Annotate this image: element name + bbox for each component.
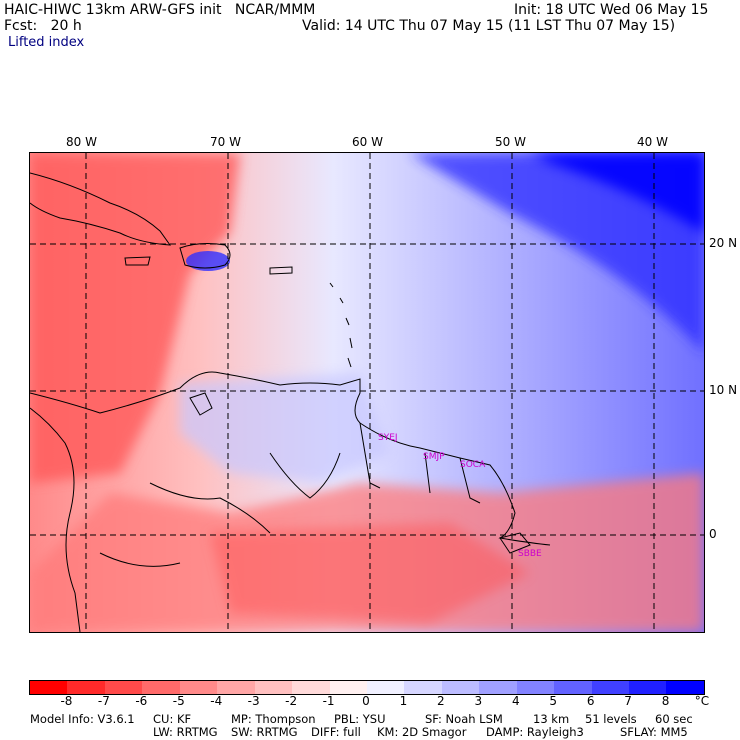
colorbar-swatch	[554, 681, 592, 694]
colorbar-swatch	[441, 681, 480, 694]
colorbar-tick-label: 8	[661, 694, 670, 708]
footer-sflay: SFLAY: MM5	[620, 725, 688, 739]
station-soca: SOCA	[460, 460, 486, 470]
stable-patch-hispaniola	[186, 251, 230, 271]
colorbar-swatch	[142, 681, 180, 694]
lat-label-0: 0	[709, 527, 717, 541]
colorbar-swatch	[629, 681, 667, 694]
colorbar-tick-label: 2	[437, 694, 445, 708]
lon-label-80w: 80 W	[66, 135, 97, 149]
footer-mp: MP: Thompson	[231, 712, 316, 726]
lon-label-40w: 40 W	[637, 135, 668, 149]
colorbar	[29, 680, 705, 695]
colorbar-swatch	[516, 681, 555, 694]
colorbar-swatch	[217, 681, 255, 694]
colorbar-swatch	[404, 681, 442, 694]
footer-sw: SW: RRTMG	[231, 725, 298, 739]
valid-time: Valid: 14 UTC Thu 07 May 15 (11 LST Thu …	[302, 18, 676, 34]
lat-label-10n: 10 N	[709, 383, 738, 397]
footer-pbl: PBL: YSU	[334, 712, 386, 726]
colorbar-tick-label: 0	[362, 694, 370, 708]
colorbar-swatch	[67, 681, 105, 694]
footer-resolution: 13 km	[533, 712, 570, 726]
colorbar-swatch	[254, 681, 293, 694]
colorbar-swatch	[30, 681, 68, 694]
colorbar-swatch	[104, 681, 143, 694]
field-name: Lifted index	[8, 35, 85, 50]
footer-damp: DAMP: Rayleigh3	[486, 725, 584, 739]
colorbar-swatch	[179, 681, 218, 694]
colorbar-swatch	[329, 681, 367, 694]
colorbar-tick-label: 7	[624, 694, 632, 708]
colorbar-tick-label: 1	[399, 694, 408, 708]
lon-label-50w: 50 W	[495, 135, 526, 149]
lon-label-60w: 60 W	[352, 135, 383, 149]
station-sbbe: SBBE	[518, 549, 542, 559]
footer-km: KM: 2D Smagor	[377, 725, 467, 739]
colorbar-swatch	[292, 681, 330, 694]
title-text: HAIC-HIWC 13km ARW-GFS init NCAR/MMM	[4, 2, 316, 18]
colorbar-tick-label: -5	[172, 694, 185, 708]
colorbar-tick-label: 6	[586, 694, 595, 708]
colorbar-tick-label: -1	[322, 694, 335, 708]
map-panel: SYEJ SMJP SOCA SBBE	[29, 152, 705, 633]
colorbar-tick-label: -2	[285, 694, 298, 708]
colorbar-tick-label: -3	[247, 694, 260, 708]
coastlines	[30, 172, 551, 632]
station-syej: SYEJ	[378, 433, 398, 443]
stable-tongue-venezuela	[180, 373, 390, 483]
lifted-index-map	[30, 153, 704, 632]
footer-sf: SF: Noah LSM	[425, 712, 503, 726]
footer-cu: CU: KF	[153, 712, 192, 726]
colorbar-tick-label: 4	[511, 694, 520, 708]
graticule	[30, 153, 704, 632]
colorbar-swatch	[366, 681, 405, 694]
footer-levels: 51 levels	[585, 712, 637, 726]
colorbar-unit: °C	[694, 694, 710, 708]
colorbar-tick-label: -7	[97, 694, 110, 708]
footer-model-info: Model Info: V3.6.1	[30, 712, 135, 726]
colorbar-tick-label: -6	[135, 694, 148, 708]
colorbar-swatch	[666, 681, 704, 694]
footer-diff: DIFF: full	[311, 725, 361, 739]
footer-lw: LW: RRTMG	[153, 725, 218, 739]
colorbar-tick-label: -4	[210, 694, 223, 708]
lon-label-70w: 70 W	[210, 135, 241, 149]
colorbar-swatch	[591, 681, 629, 694]
footer-timestep: 60 sec	[655, 712, 693, 726]
colorbar-tick-label: 3	[474, 694, 483, 708]
colorbar-tick-label: -8	[60, 694, 73, 708]
lat-label-20n: 20 N	[709, 236, 738, 250]
unstable-region-caribbean	[30, 153, 240, 483]
forecast-hour: Fcst: 20 h	[4, 18, 82, 34]
init-time: Init: 18 UTC Wed 06 May 15	[514, 2, 709, 18]
very-stable-region	[530, 153, 704, 233]
station-smjp: SMJP	[423, 452, 445, 462]
colorbar-tick-label: 5	[549, 694, 558, 708]
colorbar-swatch	[479, 681, 517, 694]
stable-region-ne	[410, 153, 704, 353]
